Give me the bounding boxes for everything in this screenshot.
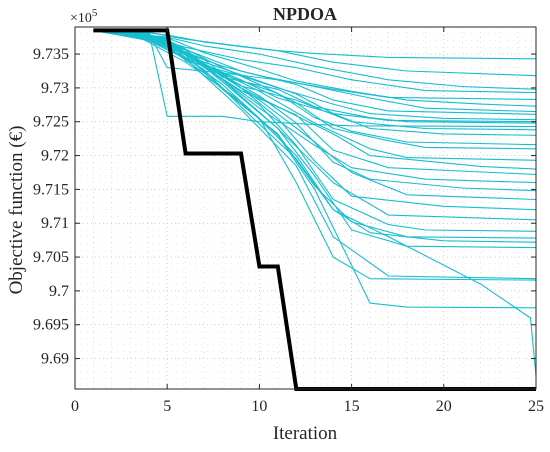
x-tick-label: 0: [71, 398, 79, 415]
y-tick-label: 9.72: [41, 148, 69, 165]
run-series-line: [93, 29, 537, 221]
y-tick-label: 9.715: [33, 181, 69, 198]
run-series-line: [93, 29, 537, 281]
y-tick-label: 9.73: [41, 80, 69, 97]
y-tick-label: 9.695: [33, 317, 69, 334]
run-series-line: [93, 29, 537, 107]
y-tick-label: 9.69: [41, 351, 69, 368]
y-exponent-label: ×105: [70, 7, 98, 26]
run-series-line: [93, 29, 537, 128]
y-tick-label: 9.7: [49, 283, 69, 300]
y-axis-label: Objective function (€): [6, 126, 27, 295]
y-tick-label: 9.725: [33, 114, 69, 131]
run-series-line: [93, 29, 537, 211]
grid-layer: [75, 26, 536, 389]
y-exponent-base: ×10: [70, 11, 92, 26]
x-tick-label: 5: [163, 398, 171, 415]
x-axis-label: Iteration: [273, 423, 338, 444]
run-series-line: [93, 29, 537, 77]
run-series-line: [93, 29, 537, 161]
ticks-layer: 0 5 10 15 20 25 9.69 9.695 9.7 9.705 9.71 9.715 9.72…: [33, 27, 544, 415]
y-tick-label: 9.705: [33, 249, 69, 266]
y-tick-label: 9.735: [33, 46, 69, 63]
run-series-line: [93, 29, 537, 309]
x-tick-label: 15: [344, 398, 360, 415]
run-series-line: [93, 29, 537, 376]
best-layer: [93, 28, 536, 391]
runs-layer: [93, 29, 537, 376]
x-tick-label: 10: [251, 398, 267, 415]
run-series-line: [93, 29, 537, 90]
best-series-line: [93, 28, 536, 391]
axes-box: [74, 26, 537, 390]
y-tick-label: 9.71: [41, 215, 69, 232]
chart-title: NPDOA: [273, 4, 337, 24]
run-series-line: [93, 29, 537, 249]
run-series-line: [93, 29, 537, 280]
x-tick-label: 25: [528, 398, 544, 415]
run-series-line: [93, 29, 537, 232]
y-exponent-power: 5: [92, 7, 98, 19]
x-tick-label: 20: [436, 398, 452, 415]
